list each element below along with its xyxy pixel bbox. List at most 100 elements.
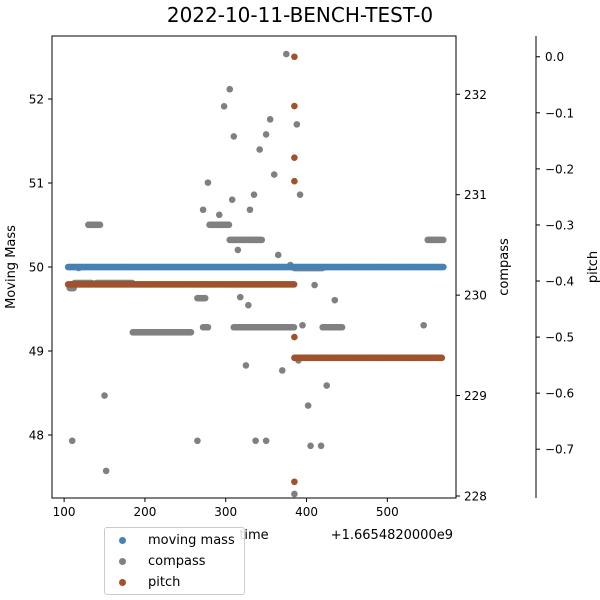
compass-point	[215, 211, 223, 219]
compass-point	[296, 191, 304, 198]
compass-point	[338, 323, 346, 331]
x-tick-label: 400	[295, 505, 318, 519]
compass-axis-ticks: 228 229 230 231 232	[456, 88, 487, 503]
compass-point	[252, 437, 259, 445]
compass-point	[204, 179, 212, 186]
pitch-point	[291, 478, 298, 486]
legend-marker-moving-mass	[119, 537, 126, 544]
pitch-axis-tick-label: −0.4	[545, 275, 574, 289]
compass-point	[96, 221, 104, 229]
compass-point	[420, 321, 427, 329]
compass-point	[262, 131, 270, 138]
legend-item-compass: compass	[105, 551, 244, 572]
compass-point	[220, 103, 228, 110]
pitch-point	[291, 177, 298, 185]
chart-title: 2022-10-11-BENCH-TEST-0	[167, 3, 433, 27]
legend-label-moving-mass: moving mass	[148, 533, 235, 548]
pitch-axis-tick-label: 0.0	[545, 50, 564, 64]
compass-point	[278, 367, 286, 374]
compass-point	[236, 293, 244, 301]
compass-point	[199, 206, 207, 214]
compass-point	[228, 196, 236, 204]
pitch-point	[291, 102, 298, 110]
pitch-axis-tick-label: −0.2	[545, 162, 574, 176]
legend-item-moving-mass: moving mass	[105, 530, 244, 551]
pitch-axis-tick-label: −0.7	[545, 443, 574, 457]
moving-mass-axis-tick-label: 52	[29, 93, 44, 107]
compass-point	[250, 191, 258, 198]
compass-point	[102, 467, 110, 475]
moving-mass-axis-tick-label: 51	[29, 177, 44, 191]
pitch-point	[291, 53, 298, 61]
compass-point	[311, 281, 318, 289]
moving-mass-axis-tick-label: 48	[29, 429, 44, 443]
chart-legend: moving mass compass pitch	[104, 527, 245, 595]
x-axis-offset-label: +1.6654820000e9	[331, 528, 453, 543]
compass-point	[242, 362, 250, 369]
x-tick-label: 200	[133, 505, 156, 519]
moving-mass-axis-ticks: 48 49 50 51 52	[29, 93, 52, 443]
pitch-axis-tick-label: −0.5	[545, 331, 574, 345]
compass-point	[293, 121, 301, 128]
compass-axis-tick-label: 232	[464, 88, 487, 102]
pitch-axis-tick-label: −0.3	[545, 218, 574, 232]
compass-point	[304, 402, 312, 409]
pitch-axis-tick-label: −0.6	[545, 387, 574, 401]
pitch-point	[291, 333, 298, 341]
compass-point	[246, 206, 254, 214]
moving-mass-axis-tick-label: 50	[29, 261, 44, 275]
pitch-axis-label: pitch	[586, 251, 600, 283]
compass-point	[439, 236, 447, 244]
pitch-axis-tick-label: −0.1	[545, 106, 574, 120]
compass-point	[317, 442, 325, 450]
compass-point	[256, 146, 263, 153]
legend-label-pitch: pitch	[148, 575, 181, 590]
moving-mass-point	[440, 263, 447, 271]
compass-point	[274, 251, 282, 259]
compass-point	[323, 382, 331, 389]
pitch-point	[291, 154, 298, 161]
legend-marker-pitch	[119, 579, 126, 586]
compass-point	[245, 301, 252, 309]
compass-point	[225, 221, 233, 229]
moving-mass-axis-tick-label: 49	[29, 345, 44, 359]
compass-point	[290, 323, 298, 331]
compass-point	[201, 294, 209, 302]
x-tick-label: 300	[214, 505, 237, 519]
compass-point	[101, 392, 108, 399]
x-tick-label: 100	[53, 505, 76, 519]
compass-point	[270, 171, 278, 178]
compass-axis-tick-label: 231	[464, 188, 487, 202]
pitch-point	[438, 354, 446, 362]
compass-point	[262, 437, 270, 445]
compass-point	[266, 116, 274, 123]
compass-point	[299, 321, 306, 329]
plot-points	[64, 50, 447, 498]
compass-point	[68, 437, 76, 445]
compass-point	[230, 133, 238, 140]
pitch-point	[290, 281, 298, 288]
x-tick-label: 500	[376, 505, 399, 519]
legend-item-pitch: pitch	[105, 572, 244, 593]
compass-point	[331, 296, 339, 304]
legend-marker-compass	[119, 558, 126, 565]
compass-point	[194, 437, 201, 445]
compass-point	[234, 246, 242, 254]
compass-point	[226, 85, 234, 93]
x-axis-label: time	[239, 528, 268, 543]
x-axis-ticks: 100 200 300 400 500	[53, 498, 399, 519]
pitch-axis-ticks: 0.0 −0.1 −0.2 −0.3 −0.4 −0.5 −0.6 −0.7	[536, 50, 574, 457]
moving-mass-axis-label: Moving Mass	[4, 225, 19, 309]
compass-axis-tick-label: 230	[464, 289, 487, 303]
compass-point	[187, 328, 195, 336]
compass-axis-tick-label: 229	[464, 389, 487, 403]
compass-axis-label: compass	[497, 238, 512, 296]
compass-point	[204, 323, 212, 331]
compass-point	[291, 490, 298, 498]
legend-label-compass: compass	[148, 554, 206, 569]
compass-point	[283, 50, 290, 58]
compass-point	[258, 236, 266, 244]
compass-point	[307, 442, 314, 450]
compass-axis-tick-label: 228	[464, 489, 487, 503]
